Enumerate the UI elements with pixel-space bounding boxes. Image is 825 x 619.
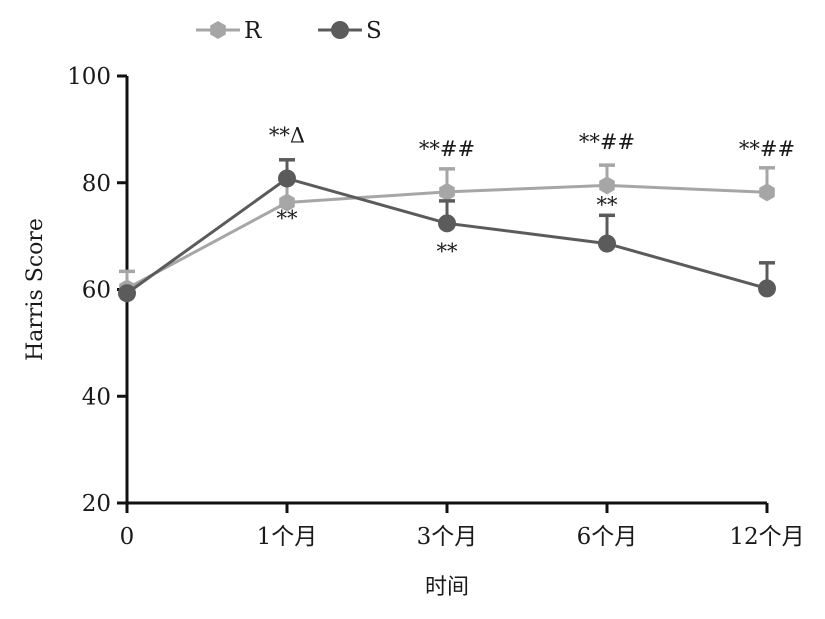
y-tick-label: 40 — [82, 384, 111, 410]
x-tick-label: 0 — [120, 524, 135, 550]
significance-annotation: **Δ — [269, 124, 305, 148]
x-tick-label: 3个月 — [417, 524, 478, 550]
data-point — [118, 284, 136, 303]
legend-label: R — [244, 18, 262, 44]
significance-annotation: ** — [277, 206, 299, 230]
data-point — [759, 183, 775, 202]
data-point — [599, 176, 615, 195]
y-tick-label: 80 — [82, 171, 111, 197]
x-ticks: 0 1个月 3个月 6个月 12个月 — [120, 503, 805, 550]
y-tick-label: 100 — [67, 64, 111, 90]
data-point — [439, 182, 455, 201]
series-layer — [118, 158, 776, 303]
legend-item-S: S — [318, 18, 382, 44]
x-tick-label: 12个月 — [729, 524, 804, 550]
legend-label: S — [366, 18, 382, 44]
y-tick-label: 60 — [82, 278, 111, 304]
data-point — [278, 169, 296, 188]
y-ticks: 20 40 60 80 100 — [67, 64, 127, 517]
x-tick-label: 1个月 — [257, 524, 318, 550]
significance-annotation: **## — [579, 130, 635, 154]
significance-annotation: **## — [739, 137, 795, 161]
annotations: **Δ ** **## ** **## ** **## — [269, 124, 795, 264]
data-point — [758, 279, 776, 298]
legend-swatch-marker — [331, 21, 349, 39]
data-point — [598, 234, 616, 253]
y-axis-title: Harris Score — [23, 218, 48, 361]
data-point — [279, 193, 295, 212]
significance-annotation: ** — [437, 240, 459, 264]
significance-annotation: **## — [419, 137, 475, 161]
legend-swatch-marker — [210, 21, 226, 39]
legend-item-R: R — [196, 18, 262, 44]
y-tick-label: 20 — [82, 491, 111, 517]
x-tick-label: 6个月 — [577, 524, 638, 550]
x-axis-title: 时间 — [425, 575, 469, 600]
series-S — [118, 158, 776, 303]
significance-annotation: ** — [597, 193, 619, 217]
data-point — [438, 214, 456, 233]
